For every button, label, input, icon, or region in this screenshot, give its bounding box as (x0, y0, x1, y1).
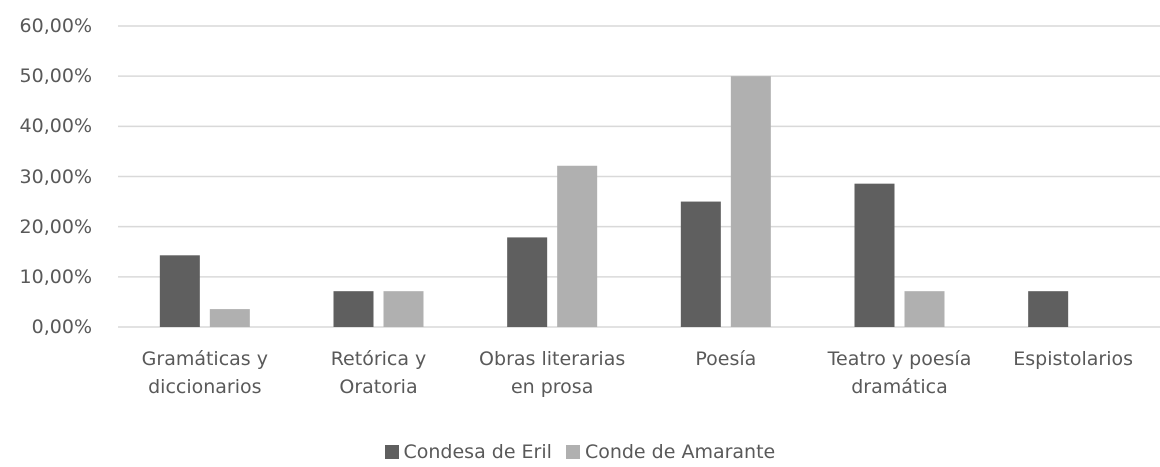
x-tick-label: Teatro y poesía dramática (827, 348, 972, 398)
y-tick-label: 50,00% (19, 65, 92, 88)
bar (333, 291, 374, 327)
y-tick-label: 0,00% (31, 316, 92, 338)
bar (383, 291, 424, 327)
legend-label: Conde de Amarante (584, 441, 776, 463)
bar (159, 255, 200, 327)
y-tick-label: 30,00% (19, 165, 92, 188)
x-tick-label: Gramáticas y diccionarios (141, 348, 268, 398)
bar (1028, 291, 1069, 327)
y-tick-label: 40,00% (19, 115, 92, 138)
legend-swatch (384, 445, 399, 459)
bar (680, 201, 721, 327)
bar (854, 183, 895, 327)
x-tick-label: Retórica y Oratoria (330, 348, 427, 398)
legend-label: Condesa de Eril (403, 441, 552, 463)
bar (557, 165, 598, 327)
y-tick-label: 10,00% (19, 265, 92, 288)
bar (904, 291, 945, 327)
y-tick-label: 20,00% (19, 215, 92, 238)
x-tick-label: Obras literarias en prosa (479, 348, 626, 398)
legend-item: Conde de Amarante (565, 439, 776, 465)
bar (507, 237, 548, 327)
x-tick-label: Espistolarios (1013, 348, 1134, 370)
legend: Condesa de Eril Conde de Amarante (384, 439, 790, 465)
legend-swatch (565, 445, 580, 459)
legend-item: Condesa de Eril (384, 439, 552, 465)
bar (209, 309, 250, 327)
bar (730, 76, 771, 328)
x-tick-label: Poesía (695, 348, 757, 370)
y-tick-label: 60,00% (19, 15, 92, 37)
